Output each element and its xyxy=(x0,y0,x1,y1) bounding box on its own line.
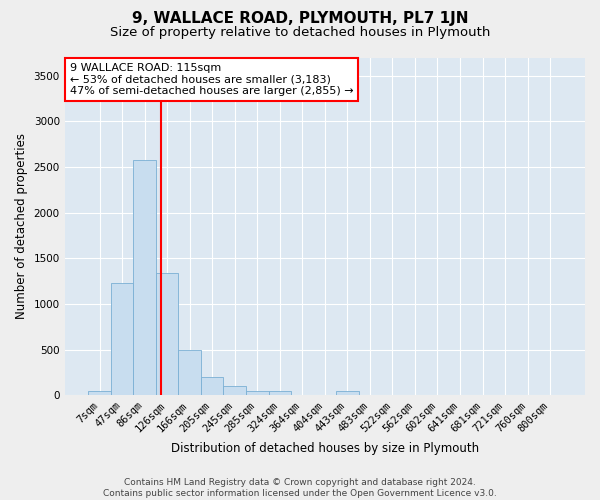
Bar xyxy=(156,273,178,395)
Bar xyxy=(178,350,201,395)
Text: Contains HM Land Registry data © Crown copyright and database right 2024.
Contai: Contains HM Land Registry data © Crown c… xyxy=(103,478,497,498)
Y-axis label: Number of detached properties: Number of detached properties xyxy=(15,134,28,320)
Bar xyxy=(336,390,359,395)
Bar xyxy=(133,160,156,395)
Bar xyxy=(111,283,133,395)
Bar xyxy=(201,377,223,395)
Text: 9, WALLACE ROAD, PLYMOUTH, PL7 1JN: 9, WALLACE ROAD, PLYMOUTH, PL7 1JN xyxy=(132,11,468,26)
Bar xyxy=(223,386,246,395)
X-axis label: Distribution of detached houses by size in Plymouth: Distribution of detached houses by size … xyxy=(171,442,479,455)
Bar xyxy=(246,390,269,395)
Text: 9 WALLACE ROAD: 115sqm
← 53% of detached houses are smaller (3,183)
47% of semi-: 9 WALLACE ROAD: 115sqm ← 53% of detached… xyxy=(70,62,353,96)
Bar xyxy=(269,390,291,395)
Text: Size of property relative to detached houses in Plymouth: Size of property relative to detached ho… xyxy=(110,26,490,39)
Bar xyxy=(88,390,111,395)
